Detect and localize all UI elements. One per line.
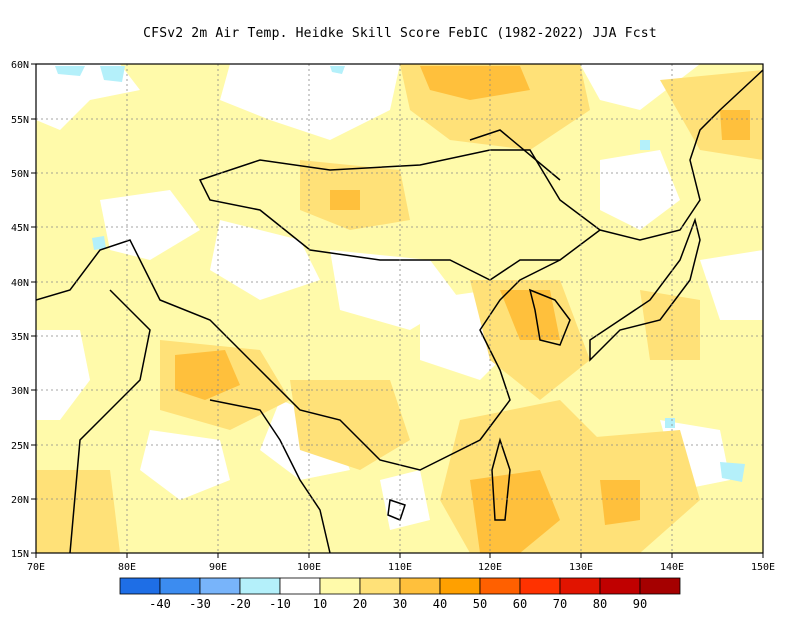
- lat-tick-label: 45N: [11, 223, 29, 234]
- negative-patches: [55, 66, 745, 482]
- lat-tick-label: 25N: [11, 441, 29, 452]
- colorbar-label: 60: [513, 597, 527, 611]
- colorbar-box: [639, 577, 681, 595]
- lon-tick-label: 130E: [569, 562, 593, 573]
- colorbar-box: [519, 577, 561, 595]
- colorbar-label: 80: [593, 597, 607, 611]
- colorbar-label: -30: [189, 597, 211, 611]
- colorbar-boxes: [119, 577, 681, 595]
- lon-tick-label: 150E: [751, 562, 775, 573]
- gridlines: [36, 64, 763, 553]
- colorbar-box: [599, 577, 641, 595]
- lon-tick-label: 140E: [660, 562, 684, 573]
- lat-tick-label: 50N: [11, 169, 29, 180]
- lon-tick-label: 90E: [209, 562, 227, 573]
- lon-tick-label: 120E: [478, 562, 502, 573]
- lat-tick-label: 15N: [11, 549, 29, 560]
- colorbar-box: [279, 577, 321, 595]
- colorbar-box: [559, 577, 601, 595]
- lat-tick-label: 55N: [11, 115, 29, 126]
- colorbar-box: [479, 577, 521, 595]
- colorbar-label: 10: [313, 597, 327, 611]
- colorbar-label: 40: [433, 597, 447, 611]
- lat-tick-labels: 15N 20N 25N 30N 35N 40N 45N 50N 55N 60N: [11, 60, 29, 560]
- skill-field: [36, 64, 763, 553]
- coastlines: [36, 69, 763, 553]
- lon-tick-label: 70E: [27, 562, 45, 573]
- colorbar-box: [359, 577, 401, 595]
- colorbar-box: [159, 577, 201, 595]
- white-patches: [36, 64, 763, 530]
- lat-tick-label: 35N: [11, 332, 29, 343]
- lat-tick-label: 20N: [11, 495, 29, 506]
- colorbar-label: 30: [393, 597, 407, 611]
- colorbar-label: 90: [633, 597, 647, 611]
- lat-tick-label: 40N: [11, 278, 29, 289]
- lat-tick-label: 30N: [11, 386, 29, 397]
- colorbar-box: [319, 577, 361, 595]
- colorbar-box: [239, 577, 281, 595]
- tick-marks: [31, 63, 764, 558]
- lon-tick-label: 110E: [388, 562, 412, 573]
- map-title: CFSv2 2m Air Temp. Heidke Skill Score Fe…: [143, 26, 657, 41]
- lat-tick-label: 60N: [11, 60, 29, 71]
- lon-tick-labels: 70E 80E 90E 100E 110E 120E 130E 140E 150…: [27, 562, 775, 573]
- colorbar-label: -10: [269, 597, 291, 611]
- lon-tick-label: 80E: [118, 562, 136, 573]
- colorbar-box: [119, 577, 161, 595]
- colorbar-label: 70: [553, 597, 567, 611]
- colorbar-label: 20: [353, 597, 367, 611]
- colorbar-box: [399, 577, 441, 595]
- colorbar-label: -20: [229, 597, 251, 611]
- colorbar-box: [199, 577, 241, 595]
- colorbar-labels: -40 -30 -20 -10 10 20 30 40 50 60 70 80 90: [149, 597, 647, 611]
- lon-tick-label: 100E: [297, 562, 321, 573]
- colorbar-box: [439, 577, 481, 595]
- colorbar-label: 50: [473, 597, 487, 611]
- colorbar: -40 -30 -20 -10 10 20 30 40 50 60 70 80 90: [119, 577, 681, 611]
- colorbar-label: -40: [149, 597, 171, 611]
